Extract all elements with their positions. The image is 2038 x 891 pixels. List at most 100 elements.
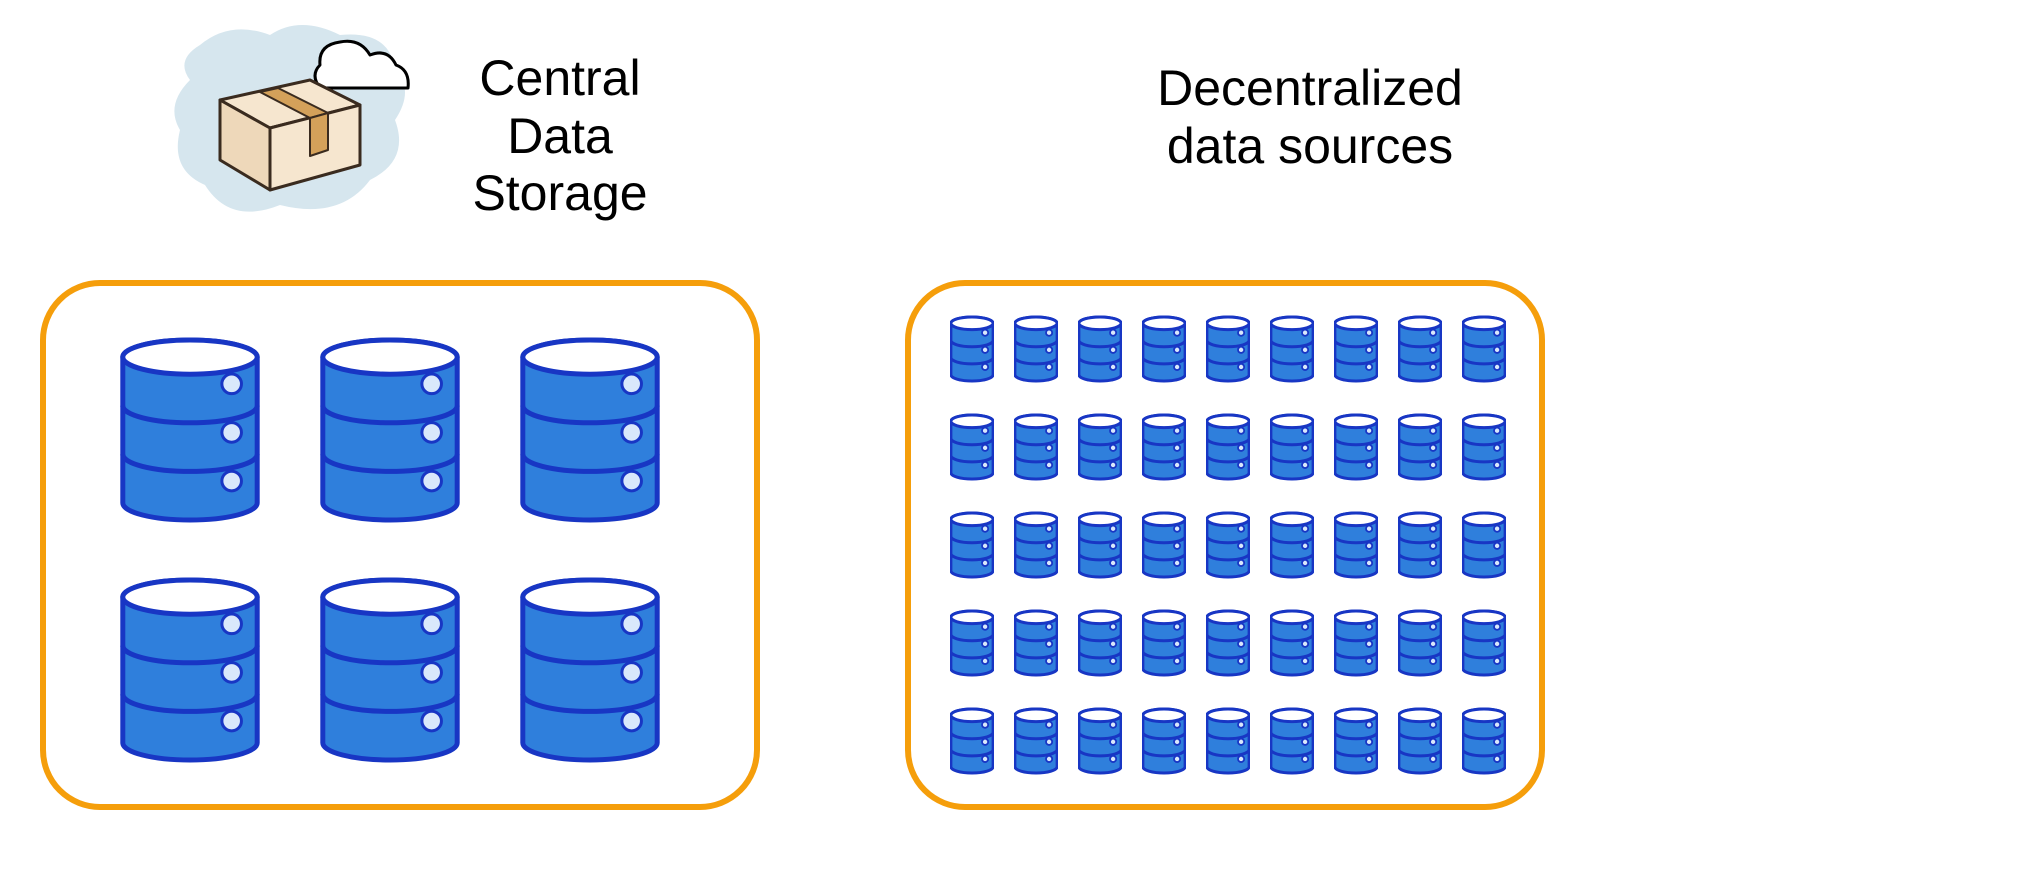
db-cell bbox=[520, 335, 660, 525]
db-cell bbox=[1078, 412, 1122, 482]
db-cell bbox=[1398, 608, 1442, 678]
database-icon bbox=[950, 510, 994, 580]
database-icon bbox=[120, 575, 260, 765]
db-cell bbox=[1206, 412, 1250, 482]
database-icon bbox=[1078, 608, 1122, 678]
database-icon bbox=[1014, 314, 1058, 384]
db-cell bbox=[1206, 510, 1250, 580]
database-icon bbox=[1398, 510, 1442, 580]
database-icon bbox=[950, 706, 994, 776]
database-icon bbox=[1462, 706, 1506, 776]
db-cell bbox=[1334, 510, 1378, 580]
db-cell bbox=[950, 608, 994, 678]
database-icon bbox=[1206, 608, 1250, 678]
database-icon bbox=[1142, 314, 1186, 384]
db-cell bbox=[1270, 412, 1314, 482]
database-icon bbox=[1334, 510, 1378, 580]
db-cell bbox=[1462, 706, 1506, 776]
database-icon bbox=[1014, 412, 1058, 482]
database-icon bbox=[950, 314, 994, 384]
database-icon bbox=[320, 575, 460, 765]
database-icon bbox=[1462, 314, 1506, 384]
db-cell bbox=[1398, 412, 1442, 482]
database-icon bbox=[1334, 314, 1378, 384]
database-icon bbox=[1270, 314, 1314, 384]
right-db-grid bbox=[940, 300, 1516, 790]
db-cell bbox=[1014, 706, 1058, 776]
db-cell bbox=[1334, 608, 1378, 678]
db-cell bbox=[1078, 314, 1122, 384]
database-icon bbox=[320, 335, 460, 525]
diagram-stage: Central Data Storage Decentralized data … bbox=[0, 0, 2038, 891]
db-cell bbox=[1078, 510, 1122, 580]
database-icon bbox=[1014, 608, 1058, 678]
db-cell bbox=[950, 412, 994, 482]
db-cell bbox=[1206, 608, 1250, 678]
database-icon bbox=[950, 412, 994, 482]
db-cell bbox=[1142, 510, 1186, 580]
database-icon bbox=[1078, 314, 1122, 384]
database-icon bbox=[1462, 510, 1506, 580]
database-icon bbox=[1142, 510, 1186, 580]
database-icon bbox=[1270, 706, 1314, 776]
database-icon bbox=[520, 575, 660, 765]
database-icon bbox=[1270, 608, 1314, 678]
database-icon bbox=[1142, 412, 1186, 482]
db-cell bbox=[320, 575, 460, 765]
database-icon bbox=[1142, 706, 1186, 776]
db-cell bbox=[1078, 706, 1122, 776]
database-icon bbox=[1270, 412, 1314, 482]
db-cell bbox=[1014, 510, 1058, 580]
db-cell bbox=[1270, 314, 1314, 384]
database-icon bbox=[1462, 412, 1506, 482]
database-icon bbox=[1334, 706, 1378, 776]
db-cell bbox=[320, 335, 460, 525]
db-cell bbox=[1462, 412, 1506, 482]
db-cell bbox=[1142, 314, 1186, 384]
db-cell bbox=[1078, 608, 1122, 678]
database-icon bbox=[1014, 510, 1058, 580]
db-cell bbox=[1206, 314, 1250, 384]
db-cell bbox=[1334, 412, 1378, 482]
database-icon bbox=[520, 335, 660, 525]
db-cell bbox=[1398, 510, 1442, 580]
db-cell bbox=[1014, 314, 1058, 384]
database-icon bbox=[1078, 412, 1122, 482]
database-icon bbox=[950, 608, 994, 678]
database-icon bbox=[1206, 510, 1250, 580]
db-cell bbox=[1014, 608, 1058, 678]
db-cell bbox=[1270, 608, 1314, 678]
database-icon bbox=[1142, 608, 1186, 678]
database-icon bbox=[1078, 510, 1122, 580]
db-cell bbox=[1270, 706, 1314, 776]
db-cell bbox=[950, 510, 994, 580]
db-cell bbox=[1142, 706, 1186, 776]
right-title: Decentralized data sources bbox=[1030, 60, 1590, 175]
db-cell bbox=[1014, 412, 1058, 482]
database-icon bbox=[120, 335, 260, 525]
database-icon bbox=[1398, 706, 1442, 776]
db-cell bbox=[1398, 706, 1442, 776]
database-icon bbox=[1398, 608, 1442, 678]
database-icon bbox=[1398, 314, 1442, 384]
database-icon bbox=[1270, 510, 1314, 580]
db-cell bbox=[950, 314, 994, 384]
database-icon bbox=[1206, 412, 1250, 482]
db-cell bbox=[1462, 510, 1506, 580]
left-title: Central Data Storage bbox=[380, 50, 740, 223]
db-cell bbox=[120, 335, 260, 525]
database-icon bbox=[1462, 608, 1506, 678]
db-cell bbox=[1398, 314, 1442, 384]
db-cell bbox=[1462, 608, 1506, 678]
database-icon bbox=[1206, 314, 1250, 384]
database-icon bbox=[1334, 412, 1378, 482]
database-icon bbox=[1398, 412, 1442, 482]
db-cell bbox=[950, 706, 994, 776]
left-db-grid bbox=[90, 310, 690, 790]
db-cell bbox=[1142, 608, 1186, 678]
database-icon bbox=[1014, 706, 1058, 776]
database-icon bbox=[1206, 706, 1250, 776]
db-cell bbox=[120, 575, 260, 765]
db-cell bbox=[1334, 706, 1378, 776]
database-icon bbox=[1078, 706, 1122, 776]
